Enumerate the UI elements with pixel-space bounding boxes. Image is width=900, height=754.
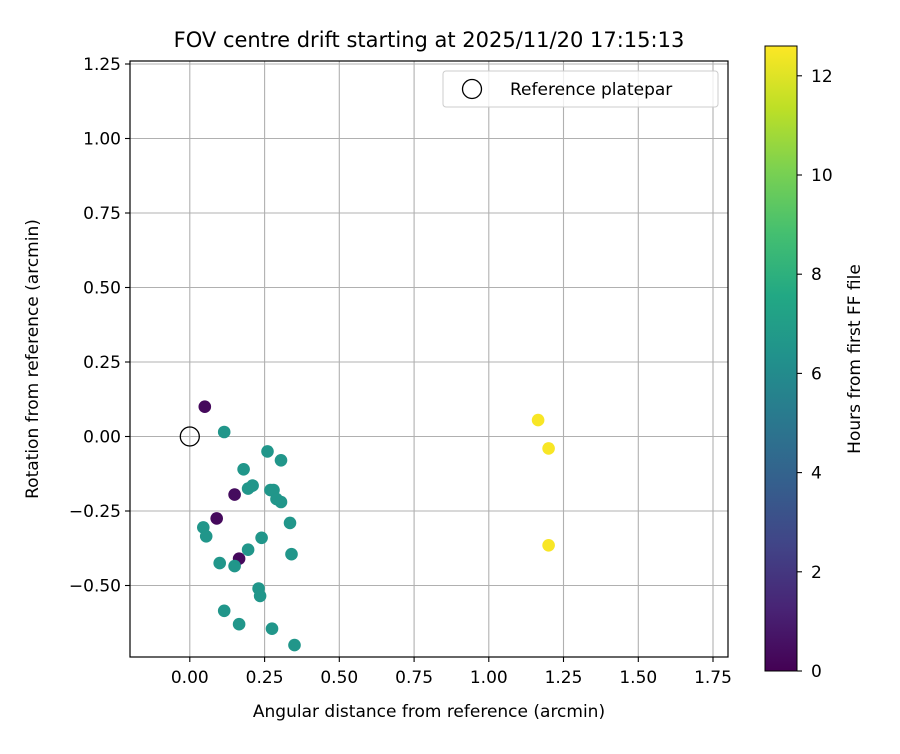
colorbar-tick-label: 12 [811,67,833,87]
data-point [288,638,301,652]
data-point [255,531,268,545]
legend: Reference platepar [442,70,719,108]
data-point [217,604,231,618]
x-axis-label: Angular distance from reference (arcmin) [253,702,605,722]
x-tick-label: 1.50 [619,668,657,688]
data-point [274,495,288,509]
colorbar-tick-label: 8 [811,265,822,285]
y-tick-label: 1.00 [83,130,121,150]
y-tick-label: −0.50 [69,577,121,597]
colorbar-ticks: 0 2 4 6 8 10 12 [797,67,833,682]
y-tick-label: 1.25 [83,55,121,75]
chart-title: FOV centre drift starting at 2025/11/20 … [174,28,685,52]
y-axis-label: Rotation from reference (arcmin) [23,219,43,499]
data-point [228,488,241,501]
data-point [198,400,212,414]
colorbar: 0 2 4 6 8 10 12 Hours from first FF file [764,45,865,682]
legend-reference-marker [461,78,483,100]
reference-layer [179,426,200,447]
y-tick-label: 0.00 [83,428,121,448]
data-point [228,559,241,573]
y-tick-label: 0.25 [83,353,121,373]
data-point [542,442,555,455]
legend-label-reference-platepar: Reference platepar [510,80,672,100]
data-point [213,556,226,570]
colorbar-label: Hours from first FF file [845,264,865,454]
data-point [217,425,231,439]
data-point [542,539,555,552]
colorbar-tick-label: 6 [811,364,822,384]
y-axis-ticks: −0.50 −0.25 0.00 0.25 0.50 0.75 1.00 1.25 [69,55,130,597]
reference-platepar-marker [179,426,200,447]
data-point [274,454,288,467]
colorbar-tick-label: 2 [811,563,822,583]
x-tick-label: 1.25 [545,668,583,688]
data-point [237,463,250,476]
data-point [232,617,246,631]
colorbar-gradient [764,45,798,672]
data-point [253,589,267,603]
x-axis-ticks: 0.00 0.25 0.50 0.75 1.00 1.25 1.50 1.75 [171,657,732,688]
y-tick-label: 0.75 [83,204,121,224]
x-tick-label: 0.75 [395,668,433,688]
colorbar-tick-label: 10 [811,166,833,186]
data-point [261,445,274,458]
data-point [285,547,298,561]
x-tick-label: 0.25 [246,668,284,688]
colorbar-tick-label: 4 [811,464,822,484]
colorbar-tick-label: 0 [811,662,822,682]
y-tick-label: 0.50 [83,279,121,299]
y-tick-label: −0.25 [69,502,121,522]
data-point [199,530,213,543]
data-point [265,622,279,635]
x-tick-label: 0.50 [320,668,358,688]
data-point [531,413,545,427]
x-tick-label: 0.00 [171,668,209,688]
data-point [283,516,297,530]
data-points [197,400,555,652]
data-point [210,512,223,525]
data-point [241,543,255,556]
plot-frame [129,60,729,658]
x-tick-label: 1.00 [470,668,508,688]
grid [130,61,728,657]
data-point [246,479,259,492]
x-tick-label: 1.75 [694,668,732,688]
legend-frame [442,70,719,108]
